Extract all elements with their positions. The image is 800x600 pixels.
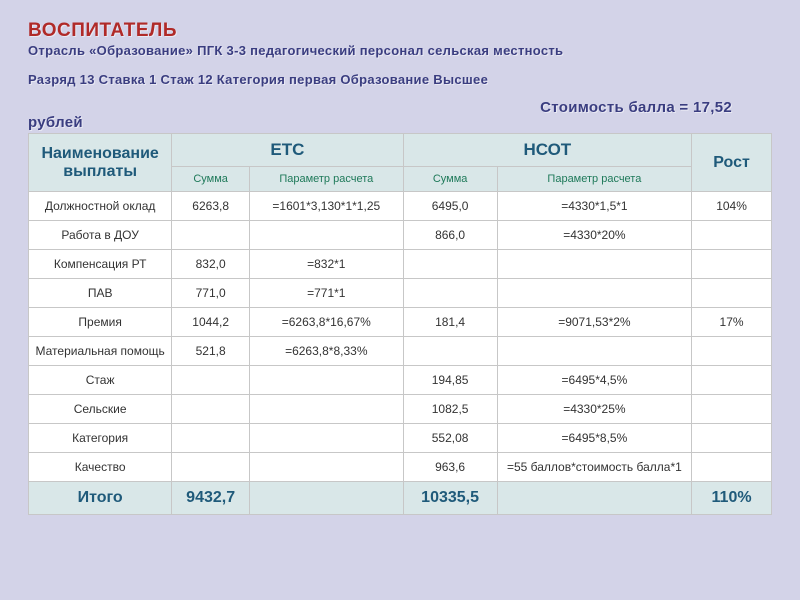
cell-hcot-param: =4330*20%: [497, 221, 691, 250]
doc-point-value: Стоимость балла = 17,52: [28, 99, 772, 116]
cell-growth: [692, 424, 772, 453]
cell-hcot-param: =6495*4,5%: [497, 366, 691, 395]
table-head: Наименование выплаты ЕТС НСОТ Рост Сумма…: [29, 134, 772, 192]
cell-hcot-sum: 194,85: [403, 366, 497, 395]
cell-etc-sum: 6263,8: [172, 192, 250, 221]
cell-growth: [692, 250, 772, 279]
cell-hcot-param: [497, 250, 691, 279]
table-row: Материальная помощь521,8=6263,8*8,33%: [29, 337, 772, 366]
cell-hcot-param: =55 баллов*стоимость балла*1: [497, 453, 691, 482]
cell-etc-param: [250, 424, 404, 453]
cell-etc-sum: 771,0: [172, 279, 250, 308]
cell-hcot-sum: 10335,5: [403, 482, 497, 515]
cell-growth: [692, 221, 772, 250]
cell-name: Работа в ДОУ: [29, 221, 172, 250]
cell-etc-param: =1601*3,130*1*1,25: [250, 192, 404, 221]
table-total-row: Итого9432,7 10335,5 110%: [29, 482, 772, 515]
doc-subtitle-1: Отрасль «Образование» ПГК 3-3 педагогиче…: [28, 43, 772, 58]
cell-hcot-param: [497, 482, 691, 515]
cell-hcot-param: =6495*8,5%: [497, 424, 691, 453]
th-growth: Рост: [692, 134, 772, 192]
cell-name: Должностной оклад: [29, 192, 172, 221]
cell-hcot-param: =4330*1,5*1: [497, 192, 691, 221]
cell-hcot-param: =9071,53*2%: [497, 308, 691, 337]
point-value-text: Стоимость балла = 17,52: [540, 99, 772, 116]
cell-etc-sum: [172, 424, 250, 453]
cell-hcot-sum: [403, 337, 497, 366]
doc-title: ВОСПИТАТЕЛЬ: [28, 20, 772, 42]
th-etc: ЕТС: [172, 134, 403, 167]
cell-hcot-sum: 1082,5: [403, 395, 497, 424]
cell-growth: [692, 395, 772, 424]
cell-name: Премия: [29, 308, 172, 337]
cell-hcot-sum: 6495,0: [403, 192, 497, 221]
table-row: Стаж 194,85=6495*4,5%: [29, 366, 772, 395]
cell-growth: 104%: [692, 192, 772, 221]
cell-etc-sum: [172, 221, 250, 250]
cell-etc-param: [250, 366, 404, 395]
th-hcot-sum: Сумма: [403, 167, 497, 192]
cell-hcot-sum: 866,0: [403, 221, 497, 250]
cell-name: Материальная помощь: [29, 337, 172, 366]
cell-etc-sum: 9432,7: [172, 482, 250, 515]
cell-hcot-sum: [403, 279, 497, 308]
cell-name: Качество: [29, 453, 172, 482]
table-row: Категория 552,08=6495*8,5%: [29, 424, 772, 453]
cell-etc-param: [250, 482, 404, 515]
cell-etc-param: [250, 395, 404, 424]
cell-growth: 17%: [692, 308, 772, 337]
cell-etc-param: [250, 221, 404, 250]
cell-hcot-param: [497, 279, 691, 308]
cell-etc-param: [250, 453, 404, 482]
cell-etc-sum: [172, 395, 250, 424]
cell-hcot-sum: [403, 250, 497, 279]
table-row: ПАВ771,0=771*1: [29, 279, 772, 308]
table-row: Компенсация РТ832,0=832*1: [29, 250, 772, 279]
cell-growth: [692, 279, 772, 308]
th-etc-sum: Сумма: [172, 167, 250, 192]
cell-growth: [692, 366, 772, 395]
cell-etc-sum: 521,8: [172, 337, 250, 366]
cell-etc-param: =6263,8*16,67%: [250, 308, 404, 337]
th-hcot: НСОТ: [403, 134, 692, 167]
cell-etc-param: =771*1: [250, 279, 404, 308]
table-row: Должностной оклад6263,8=1601*3,130*1*1,2…: [29, 192, 772, 221]
cell-hcot-param: =4330*25%: [497, 395, 691, 424]
salary-table: Наименование выплаты ЕТС НСОТ Рост Сумма…: [28, 133, 772, 515]
th-etc-param: Параметр расчета: [250, 167, 404, 192]
page: ВОСПИТАТЕЛЬ Отрасль «Образование» ПГК 3-…: [0, 0, 800, 515]
cell-etc-sum: [172, 453, 250, 482]
cell-name: Компенсация РТ: [29, 250, 172, 279]
cell-growth: 110%: [692, 482, 772, 515]
table-row: Премия1044,2=6263,8*16,67%181,4=9071,53*…: [29, 308, 772, 337]
cell-name: Итого: [29, 482, 172, 515]
table-row: Работа в ДОУ 866,0=4330*20%: [29, 221, 772, 250]
point-unit-text: рублей: [28, 114, 83, 131]
cell-name: Категория: [29, 424, 172, 453]
table-body: Должностной оклад6263,8=1601*3,130*1*1,2…: [29, 192, 772, 515]
cell-name: ПАВ: [29, 279, 172, 308]
table-row: Качество 963,6=55 баллов*стоимость балла*…: [29, 453, 772, 482]
cell-etc-param: =6263,8*8,33%: [250, 337, 404, 366]
cell-hcot-param: [497, 337, 691, 366]
th-hcot-param: Параметр расчета: [497, 167, 691, 192]
cell-growth: [692, 337, 772, 366]
th-name: Наименование выплаты: [29, 134, 172, 192]
table-row: Сельские 1082,5=4330*25%: [29, 395, 772, 424]
cell-name: Стаж: [29, 366, 172, 395]
cell-etc-sum: 1044,2: [172, 308, 250, 337]
cell-hcot-sum: 181,4: [403, 308, 497, 337]
cell-etc-param: =832*1: [250, 250, 404, 279]
cell-etc-sum: 832,0: [172, 250, 250, 279]
doc-point-unit: рублей: [28, 114, 772, 131]
cell-etc-sum: [172, 366, 250, 395]
cell-hcot-sum: 552,08: [403, 424, 497, 453]
doc-subtitle-2: Разряд 13 Ставка 1 Стаж 12 Категория пер…: [28, 72, 772, 87]
cell-hcot-sum: 963,6: [403, 453, 497, 482]
cell-growth: [692, 453, 772, 482]
cell-name: Сельские: [29, 395, 172, 424]
